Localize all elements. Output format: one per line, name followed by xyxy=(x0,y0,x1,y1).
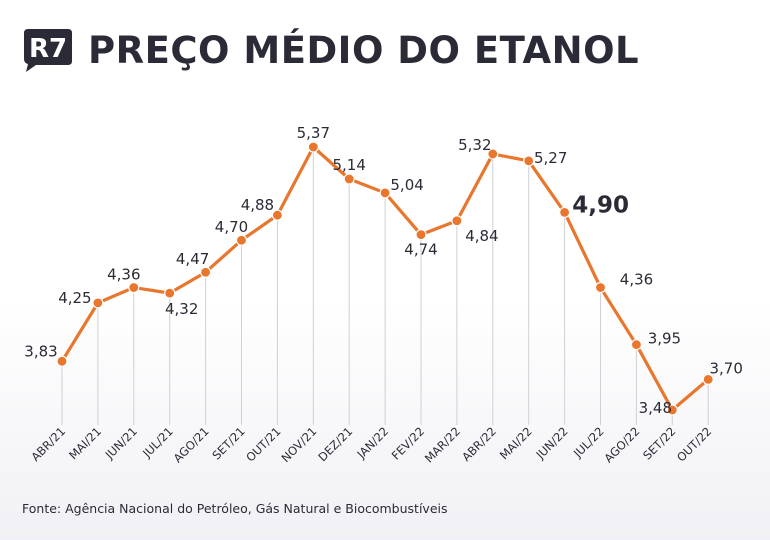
x-tick-label: OUT/22 xyxy=(674,424,714,464)
data-label-highlight: 4,90 xyxy=(572,192,629,218)
data-label: 4,36 xyxy=(107,266,140,284)
x-tick-label: JUN/22 xyxy=(533,424,571,462)
data-point xyxy=(343,173,355,185)
data-point xyxy=(307,141,319,153)
data-point xyxy=(594,281,607,294)
data-label: 3,95 xyxy=(648,330,681,348)
chart-title: PREÇO MÉDIO DO ETANOL xyxy=(88,28,640,72)
x-tick-label: MAI/22 xyxy=(497,424,535,462)
x-tick-label: SET/22 xyxy=(640,424,678,462)
data-label: 5,32 xyxy=(458,136,491,154)
data-label: 5,14 xyxy=(332,156,365,174)
x-tick-label: NOV/21 xyxy=(279,424,320,465)
data-point xyxy=(558,206,571,219)
data-point xyxy=(128,281,140,294)
data-label: 5,27 xyxy=(534,149,567,167)
data-label: 4,47 xyxy=(176,250,209,268)
logo-text: R7 xyxy=(29,34,67,64)
x-tick-label: AGO/22 xyxy=(601,424,642,465)
data-point xyxy=(56,355,68,367)
data-point xyxy=(487,148,499,160)
data-label: 4,36 xyxy=(620,271,653,289)
data-point xyxy=(630,338,643,351)
data-point xyxy=(200,266,212,278)
data-point xyxy=(92,297,104,309)
x-tick-label: DEZ/21 xyxy=(315,424,355,464)
x-tick-label: JUN/21 xyxy=(102,424,140,462)
data-label: 3,83 xyxy=(24,342,57,360)
x-tick-label: ABR/21 xyxy=(28,424,68,464)
r7-logo: R7 xyxy=(22,27,74,73)
data-point xyxy=(271,209,283,221)
data-label: 5,37 xyxy=(297,124,330,142)
data-label: 4,88 xyxy=(241,196,274,214)
x-tick-label: ABR/22 xyxy=(459,424,499,464)
data-point xyxy=(666,404,678,416)
source-note: Fonte: Agência Nacional do Petróleo, Gás… xyxy=(22,501,448,516)
x-tick-label: SET/21 xyxy=(209,424,247,462)
data-point xyxy=(451,215,463,227)
data-label: 4,32 xyxy=(165,300,198,318)
data-point xyxy=(164,287,176,299)
data-label: 4,74 xyxy=(404,241,437,259)
data-label: 4,84 xyxy=(465,227,498,245)
data-point xyxy=(702,373,714,385)
x-tick-label: FEV/22 xyxy=(389,424,427,462)
data-label: 4,25 xyxy=(58,289,91,307)
grid-lines xyxy=(61,147,709,425)
data-point xyxy=(523,155,535,167)
data-label: 3,48 xyxy=(639,399,672,417)
data-points xyxy=(56,141,714,416)
data-labels: 3,83 4,25 4,36 4,32 4,47 4,70 4,88 5,375,14 5,04… xyxy=(24,124,743,417)
x-tick-label: MAI/21 xyxy=(66,424,104,462)
x-tick-label: MAR/22 xyxy=(422,424,463,465)
data-label: 5,04 xyxy=(390,176,423,194)
x-tick-label: JAN/22 xyxy=(354,424,392,462)
data-label: 3,70 xyxy=(709,359,742,377)
x-tick-label: AGO/21 xyxy=(171,424,212,465)
header: R7 PREÇO MÉDIO DO ETANOL xyxy=(22,24,639,76)
data-point xyxy=(415,229,427,241)
x-tick-label: OUT/21 xyxy=(243,424,283,464)
data-label: 4,70 xyxy=(215,218,248,236)
data-point xyxy=(235,234,248,246)
data-point xyxy=(379,187,391,199)
